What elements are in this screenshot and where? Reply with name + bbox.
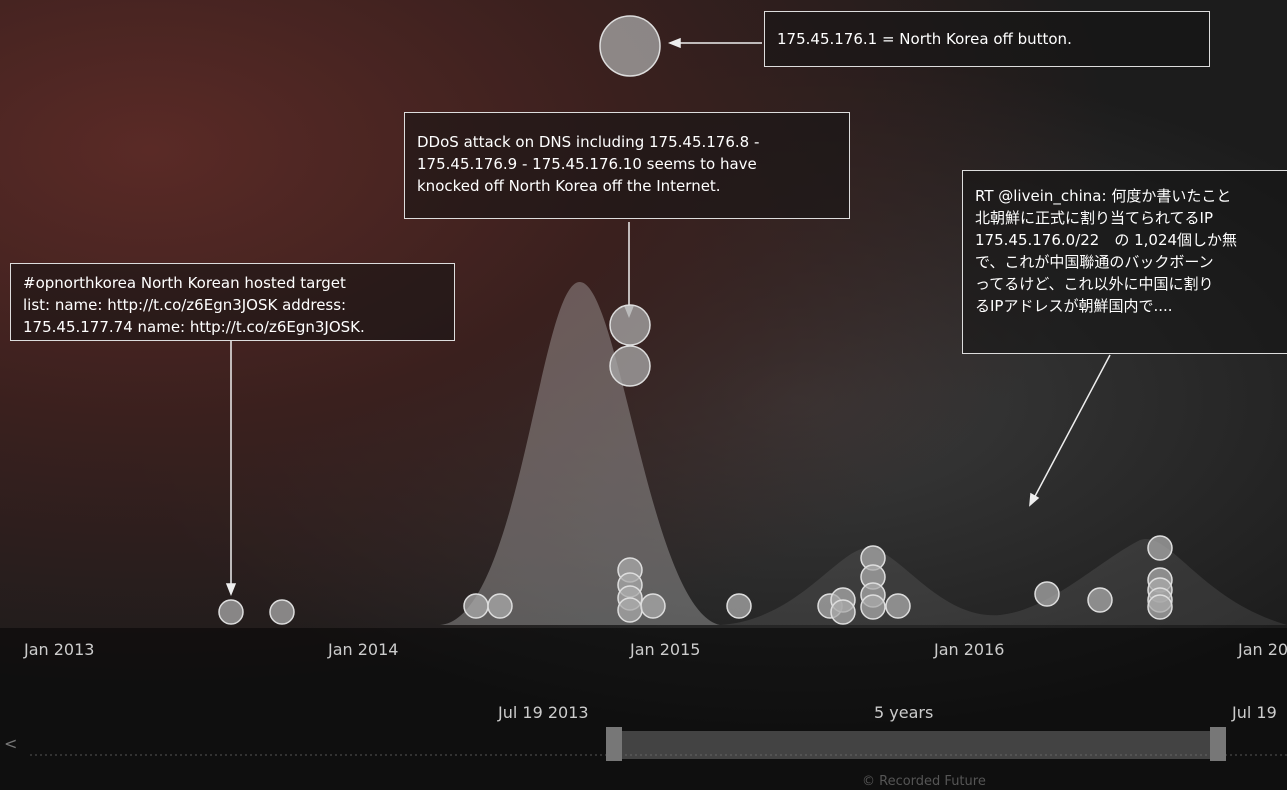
- density-hills: [720, 539, 1287, 625]
- annotation-text: RT @livein_china: 何度か書いたこと: [975, 185, 1287, 207]
- footer: © Recorded Future: [862, 774, 986, 789]
- annotation-text: ってるけど、これ以外に中国に割り: [975, 273, 1287, 295]
- annotation[interactable]: RT @livein_china: 何度か書いたこと 北朝鮮に正式に割り当てられ…: [962, 170, 1287, 354]
- axis-label: Jan 2015: [630, 640, 700, 659]
- range-handle-right[interactable]: [1210, 727, 1226, 761]
- annotation[interactable]: #opnorthkorea North Korean hosted target…: [10, 263, 455, 341]
- annotation-text: list: name: http://t.co/z6Egn3JOSK addre…: [23, 294, 442, 316]
- annotation-text: 175.45.176.0/22 の 1,024個しか無: [975, 229, 1287, 251]
- range-selection[interactable]: [612, 731, 1218, 759]
- annotation-text: るIPアドレスが朝鮮国内で....: [975, 295, 1287, 317]
- annotation-text: knocked off North Korea off the Internet…: [417, 175, 837, 197]
- annotation-text: 175.45.177.74 name: http://t.co/z6Egn3JO…: [23, 316, 442, 338]
- axis-label: Jan 2014: [328, 640, 398, 659]
- screen: 175.45.176.1 = North Korea off button. D…: [0, 0, 1287, 790]
- annotation[interactable]: DDoS attack on DNS including 175.45.176.…: [404, 112, 850, 219]
- annotation[interactable]: 175.45.176.1 = North Korea off button.: [764, 11, 1210, 67]
- annotation-text: 175.45.176.9 - 175.45.176.10 seems to ha…: [417, 153, 837, 175]
- annotation-text: #opnorthkorea North Korean hosted target: [23, 272, 442, 294]
- range-handle-left[interactable]: [606, 727, 622, 761]
- axis-label: Jan 2013: [24, 640, 94, 659]
- range-start[interactable]: Jul 19 2013: [498, 703, 589, 722]
- range-span: 5 years: [874, 703, 933, 722]
- axis-label: Jan 2016: [934, 640, 1004, 659]
- annotation-text: DDoS attack on DNS including 175.45.176.…: [417, 131, 837, 153]
- range-end[interactable]: Jul 19: [1232, 703, 1277, 722]
- annotation-text: 北朝鮮に正式に割り当てられてるIP: [975, 207, 1287, 229]
- annotation-text: で、これが中国聯通のバックボーン: [975, 251, 1287, 273]
- annotation-text: 175.45.176.1 = North Korea off button.: [777, 28, 1197, 50]
- scroll-left[interactable]: <: [4, 734, 17, 753]
- axis-label: Jan 20: [1238, 640, 1287, 659]
- density-peak: [440, 282, 720, 625]
